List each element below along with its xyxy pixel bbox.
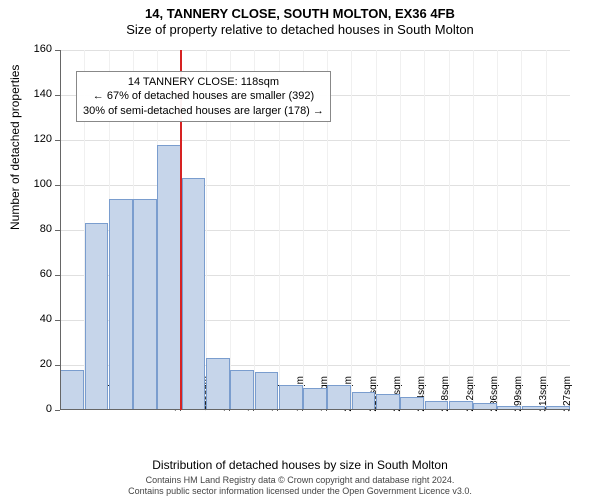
annotation-line: 30% of semi-detached houses are larger (… <box>83 104 324 118</box>
y-tick-label: 100 <box>17 178 52 190</box>
histogram-bar <box>255 372 279 410</box>
footer-attribution: Contains HM Land Registry data © Crown c… <box>0 475 600 498</box>
footer-line1: Contains HM Land Registry data © Crown c… <box>0 475 600 487</box>
histogram-bar <box>85 223 109 410</box>
histogram-bar <box>230 370 254 411</box>
plot-region: 02040608010012014016049sqm63sqm77sqm91sq… <box>60 50 570 410</box>
x-tick-label: 313sqm <box>538 376 549 416</box>
x-axis-label: Distribution of detached houses by size … <box>0 458 600 472</box>
y-tick-label: 60 <box>17 268 52 280</box>
histogram-bar <box>352 392 376 410</box>
histogram-bar <box>109 199 133 411</box>
title-line2: Size of property relative to detached ho… <box>0 22 600 38</box>
histogram-bar <box>376 394 400 410</box>
histogram-bar <box>327 385 351 410</box>
x-tick-label: 272sqm <box>465 376 476 416</box>
gridline <box>60 50 570 51</box>
histogram-bar <box>400 397 424 411</box>
x-tick-label: 299sqm <box>513 376 524 416</box>
histogram-bar <box>206 358 230 410</box>
x-tick-label: 286sqm <box>489 376 500 416</box>
histogram-bar <box>133 199 157 411</box>
chart-title-block: 14, TANNERY CLOSE, SOUTH MOLTON, EX36 4F… <box>0 0 600 39</box>
histogram-bar <box>279 385 303 410</box>
histogram-bar <box>182 178 206 410</box>
y-tick-label: 120 <box>17 133 52 145</box>
histogram-bar <box>303 388 327 411</box>
y-tick-label: 40 <box>17 313 52 325</box>
title-line1: 14, TANNERY CLOSE, SOUTH MOLTON, EX36 4F… <box>0 6 600 22</box>
gridline <box>60 185 570 186</box>
y-tick-label: 80 <box>17 223 52 235</box>
footer-line2: Contains public sector information licen… <box>0 486 600 498</box>
x-tick-label: 258sqm <box>440 376 451 416</box>
chart-area: 02040608010012014016049sqm63sqm77sqm91sq… <box>60 50 570 410</box>
annotation-line: 14 TANNERY CLOSE: 118sqm <box>83 75 324 89</box>
y-tick-label: 160 <box>17 43 52 55</box>
y-tick-label: 20 <box>17 358 52 370</box>
histogram-bar <box>157 145 181 411</box>
annotation-box: 14 TANNERY CLOSE: 118sqm← 67% of detache… <box>76 71 331 122</box>
y-tick-label: 0 <box>17 403 52 415</box>
annotation-line: ← 67% of detached houses are smaller (39… <box>83 89 324 103</box>
x-tick-label: 327sqm <box>562 376 573 416</box>
histogram-bar <box>60 370 84 411</box>
y-tick-label: 140 <box>17 88 52 100</box>
gridline <box>60 140 570 141</box>
